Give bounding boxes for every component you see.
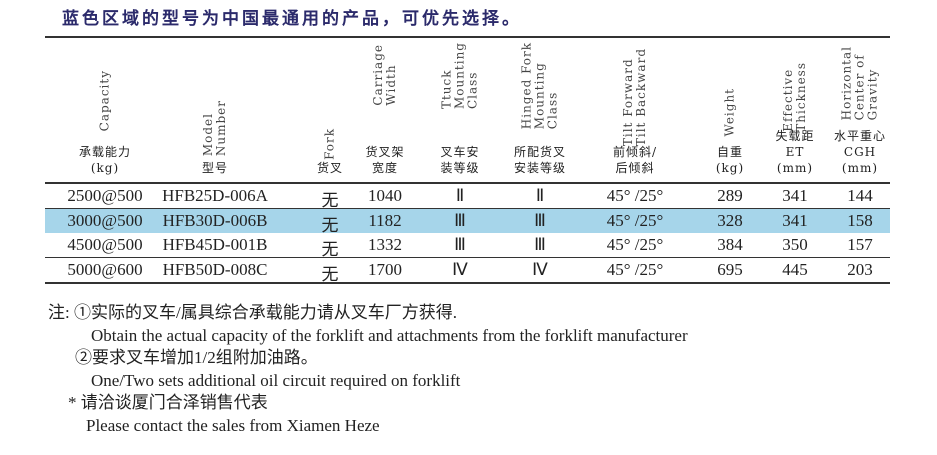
note-2: ②要求叉车增加1/2组附加油路。 bbox=[75, 348, 318, 367]
column-header-en: Weight bbox=[722, 88, 737, 137]
table-row: 2500@500 HFB25D-006A 无 1040 Ⅱ Ⅱ 45° /25° 289 341… bbox=[45, 184, 890, 210]
table-cell: 45° /25° bbox=[606, 235, 664, 254]
table-cell: 341 bbox=[782, 210, 808, 230]
column-header-en: Fork bbox=[322, 128, 337, 160]
table-row: 3000@500 HFB30D-006B 无 1182 Ⅲ Ⅲ 45° /25° 328 341… bbox=[45, 208, 890, 235]
row-divider bbox=[45, 207, 890, 209]
column-header-zh: 货叉架 宽度 bbox=[365, 145, 405, 175]
column-header-en: Model Number bbox=[201, 100, 228, 157]
table-cell: 350 bbox=[782, 235, 808, 254]
table-cell: Ⅳ bbox=[452, 259, 468, 279]
table-cell: Ⅱ bbox=[535, 186, 545, 205]
notes: 注: ①实际的叉车/属具综合承载能力请从叉车厂方获得. Obtain the a… bbox=[48, 302, 688, 437]
note-2-en: One/Two sets additional oil circuit requ… bbox=[91, 370, 461, 390]
table-cell: 无 bbox=[321, 215, 339, 235]
column-header-zh: 前倾斜/ 后倾斜 bbox=[612, 145, 658, 175]
note-1-en: Obtain the actual capacity of the forkli… bbox=[91, 325, 688, 345]
table-cell: 445 bbox=[782, 259, 808, 279]
table-cell: 2500@500 bbox=[67, 186, 143, 205]
table-cell: HFB30D-006B bbox=[162, 210, 268, 230]
column-header: Carriage Width 货叉架 宽度 bbox=[345, 40, 425, 182]
table-cell: 1700 bbox=[368, 259, 402, 279]
table-cell: 45° /25° bbox=[606, 259, 664, 279]
column-header: Weight 自重 (kg) bbox=[690, 40, 770, 182]
column-header-zh: 水平重心 CGH (mm) bbox=[833, 129, 887, 175]
column-header-zh: 货叉 bbox=[316, 161, 344, 175]
row-divider bbox=[45, 256, 890, 258]
column-header-zh: 自重 (kg) bbox=[715, 145, 745, 175]
column-header: Hinged Fork Mounting Class 所配货叉 安装等级 bbox=[500, 40, 580, 182]
column-header: Tilt Forward Tilt Backward 前倾斜/ 后倾斜 bbox=[595, 40, 675, 182]
header-rule bbox=[45, 182, 890, 184]
table-cell: 1182 bbox=[368, 210, 402, 230]
column-header-en: Ttuck Mounting Class bbox=[439, 42, 480, 110]
table-cell: 4500@500 bbox=[67, 235, 143, 254]
table-cell: 1332 bbox=[368, 235, 402, 254]
table-cell: HFB25D-006A bbox=[162, 186, 268, 205]
table-cell: 1040 bbox=[368, 186, 402, 205]
table-cell: 无 bbox=[321, 191, 339, 210]
table-cell: 203 bbox=[847, 259, 873, 279]
table-cell: 158 bbox=[847, 210, 873, 230]
column-header-en: Horizontal Center of Gravity bbox=[839, 46, 880, 121]
note-3-en: Please contact the sales from Xiamen Hez… bbox=[86, 415, 380, 435]
column-header-en: Tilt Forward Tilt Backward bbox=[621, 48, 648, 147]
column-header-en: Hinged Fork Mounting Class bbox=[519, 42, 560, 130]
column-header-zh: 叉车安 装等级 bbox=[440, 145, 480, 175]
column-header: Ttuck Mounting Class 叉车安 装等级 bbox=[420, 40, 500, 182]
column-header-zh: 失载距 ET (mm) bbox=[775, 129, 815, 175]
column-header-en: Capacity bbox=[97, 70, 112, 132]
table-cell: 无 bbox=[321, 240, 339, 259]
table-cell: HFB50D-008C bbox=[162, 259, 268, 279]
table-cell: Ⅲ bbox=[534, 210, 546, 230]
table-top-rule bbox=[45, 36, 890, 38]
table-cell: 无 bbox=[321, 264, 339, 284]
table-cell: 384 bbox=[717, 235, 743, 254]
table-cell: 45° /25° bbox=[606, 210, 664, 230]
table-cell: 3000@500 bbox=[67, 210, 143, 230]
table-cell: Ⅲ bbox=[454, 210, 466, 230]
column-header: Effective Thickness 失载距 ET (mm) bbox=[755, 40, 835, 182]
table-cell: Ⅱ bbox=[455, 186, 465, 205]
column-header-en: Effective Thickness bbox=[781, 62, 808, 132]
table-cell: Ⅲ bbox=[454, 235, 466, 254]
column-header-zh: 所配货叉 安装等级 bbox=[513, 145, 567, 175]
page-title: 蓝色区域的型号为中国最通用的产品，可优先选择。 bbox=[62, 9, 522, 29]
table-row: 4500@500 HFB45D-001B 无 1332 Ⅲ Ⅲ 45° /25° 384 350… bbox=[45, 233, 890, 259]
column-header: Capacity 承载能力 (kg) bbox=[65, 40, 145, 182]
table-cell: 328 bbox=[717, 210, 743, 230]
column-header-zh: 承载能力 (kg) bbox=[78, 145, 132, 175]
column-header-zh: 型号 bbox=[201, 161, 229, 175]
column-header: Fork 货叉 bbox=[290, 40, 370, 182]
table-row: 5000@600 HFB50D-008C 无 1700 Ⅳ Ⅳ 45° /25° 695 445… bbox=[45, 258, 890, 284]
column-header: Horizontal Center of Gravity 水平重心 CGH (mm… bbox=[820, 40, 900, 182]
column-header-en: Carriage Width bbox=[371, 44, 398, 106]
table-cell: Ⅲ bbox=[534, 235, 546, 254]
table-cell: 5000@600 bbox=[67, 259, 143, 279]
table-cell: 341 bbox=[782, 186, 808, 205]
table-bottom-rule bbox=[45, 282, 890, 284]
note-3: * 请洽谈厦门合泽销售代表 bbox=[68, 393, 268, 412]
table-cell: 695 bbox=[717, 259, 743, 279]
table-cell: Ⅳ bbox=[532, 259, 548, 279]
note-1: 注: ①实际的叉车/属具综合承载能力请从叉车厂方获得. bbox=[48, 303, 457, 322]
table-cell: 45° /25° bbox=[606, 186, 664, 205]
table-cell: 289 bbox=[717, 186, 743, 205]
table-cell: 144 bbox=[847, 186, 873, 205]
table-cell: HFB45D-001B bbox=[162, 235, 268, 254]
column-header: Model Number 型号 bbox=[175, 40, 255, 182]
table-cell: 157 bbox=[847, 235, 873, 254]
